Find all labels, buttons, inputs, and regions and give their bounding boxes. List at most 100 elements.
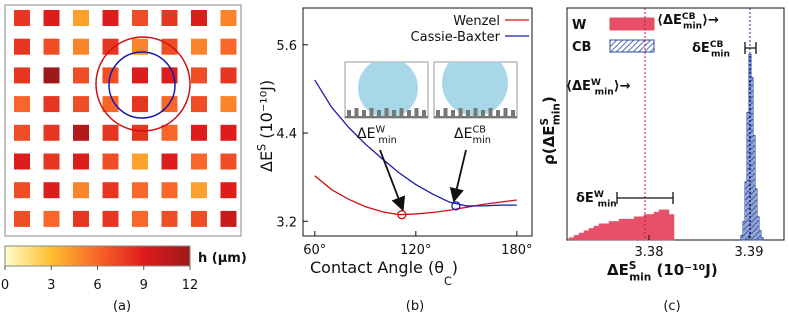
pillar	[102, 96, 119, 113]
legend-swatch	[609, 39, 655, 53]
pillar-icon	[347, 110, 351, 116]
pillar	[132, 124, 148, 141]
pillar	[161, 124, 178, 141]
label-part: W	[594, 190, 604, 200]
x-tick-label: 60°	[303, 243, 326, 258]
pillar	[220, 182, 237, 199]
label-part: CB	[710, 40, 724, 50]
label-part: ⟨ΔE	[566, 79, 591, 94]
label-part: δE	[692, 41, 710, 56]
pillar	[14, 67, 30, 84]
label-part: Contact Angle (θ	[310, 258, 444, 277]
hist-bar	[668, 214, 675, 241]
hist-bar	[593, 225, 600, 241]
x-axis-label: Contact Angle (θC)	[310, 258, 458, 288]
y-axis-label: ΔES (10⁻¹⁰J)	[256, 80, 276, 172]
label-part: min	[550, 103, 562, 125]
label-part: S	[629, 260, 637, 272]
plot-frame	[302, 7, 533, 237]
label-part: )	[540, 96, 558, 103]
hist-bar	[756, 216, 760, 241]
pillar	[14, 124, 30, 141]
legend-label: CB	[572, 40, 591, 55]
pillar-icon	[481, 110, 485, 116]
pillar	[191, 96, 207, 113]
pillar	[73, 182, 89, 199]
pillar	[102, 153, 119, 170]
pillar	[73, 67, 89, 84]
pillar	[132, 96, 148, 113]
pillar	[132, 182, 148, 199]
pillar	[43, 124, 60, 141]
pillar	[102, 38, 119, 55]
hist-bar	[598, 223, 605, 241]
hist-bar	[758, 230, 762, 241]
pillar	[220, 153, 237, 170]
legend-swatch	[609, 17, 655, 31]
pillar-icon	[436, 110, 440, 116]
x-tick-label: 3.39	[735, 245, 764, 260]
pillar	[73, 124, 89, 141]
hist-bar	[608, 221, 615, 241]
annotation: δEW min	[576, 190, 617, 210]
label-part: CB	[472, 124, 486, 135]
pillar	[14, 153, 30, 170]
y-tick-label: 3.2	[276, 215, 297, 230]
pillar	[161, 10, 178, 26]
pillar	[220, 210, 237, 227]
hist-bar	[618, 218, 625, 241]
pillar	[43, 182, 60, 199]
substrate	[345, 116, 428, 118]
pillar	[102, 10, 119, 26]
pillar-icon	[458, 108, 463, 116]
pillar	[191, 38, 207, 55]
colorbar-tick-label: 6	[93, 278, 101, 293]
y-axis-label: ρ(ΔESmin)	[539, 96, 562, 165]
pillar	[43, 210, 60, 227]
hist-bar	[628, 218, 635, 241]
caption: (a)	[113, 299, 131, 314]
pillar	[43, 153, 60, 170]
label-part: W	[375, 124, 385, 135]
x-axis-label: ΔES min (10⁻¹⁰J)	[607, 260, 718, 283]
pillar	[191, 67, 207, 84]
pillar-icon	[422, 110, 426, 116]
label-part: ⟩→	[614, 79, 631, 94]
annotation: ΔECB min	[454, 124, 491, 146]
pillar	[14, 210, 30, 227]
x-tick-label: 180°	[501, 243, 532, 258]
pillar	[14, 38, 30, 55]
label-part: C	[444, 275, 452, 288]
pillar	[73, 153, 89, 170]
substrate	[434, 116, 517, 118]
label-part: W	[591, 78, 601, 88]
hist-bar	[752, 135, 756, 241]
pillar	[102, 182, 119, 199]
pillar	[43, 67, 60, 84]
legend-label: Wenzel	[453, 14, 500, 29]
legend-label: Cassie-Baxter	[411, 30, 501, 45]
annotation: ⟨ΔECB min⟩→	[657, 12, 719, 32]
label-part: ΔE	[257, 151, 276, 172]
pillar	[220, 38, 237, 55]
pillar	[191, 182, 207, 199]
label-part: S	[539, 118, 551, 126]
hist-bar	[648, 214, 655, 241]
pillar	[73, 38, 89, 55]
annotation-arrow	[449, 149, 467, 203]
pillar-icon	[443, 108, 448, 116]
pillar	[220, 10, 237, 26]
pillar	[14, 182, 30, 199]
colorbar-label: h (μm)	[198, 251, 247, 266]
annotation: ⟨ΔEW min⟩→	[566, 78, 631, 98]
pillar	[161, 67, 178, 84]
pillar	[132, 153, 148, 170]
pillar	[14, 10, 30, 26]
label-part: ⟨ΔE	[657, 13, 682, 28]
pillar	[132, 210, 148, 227]
pillar	[43, 10, 60, 26]
pillar-icon	[399, 108, 404, 116]
pillar	[14, 96, 30, 113]
annotation-arrow	[379, 149, 406, 212]
pillar	[102, 210, 119, 227]
